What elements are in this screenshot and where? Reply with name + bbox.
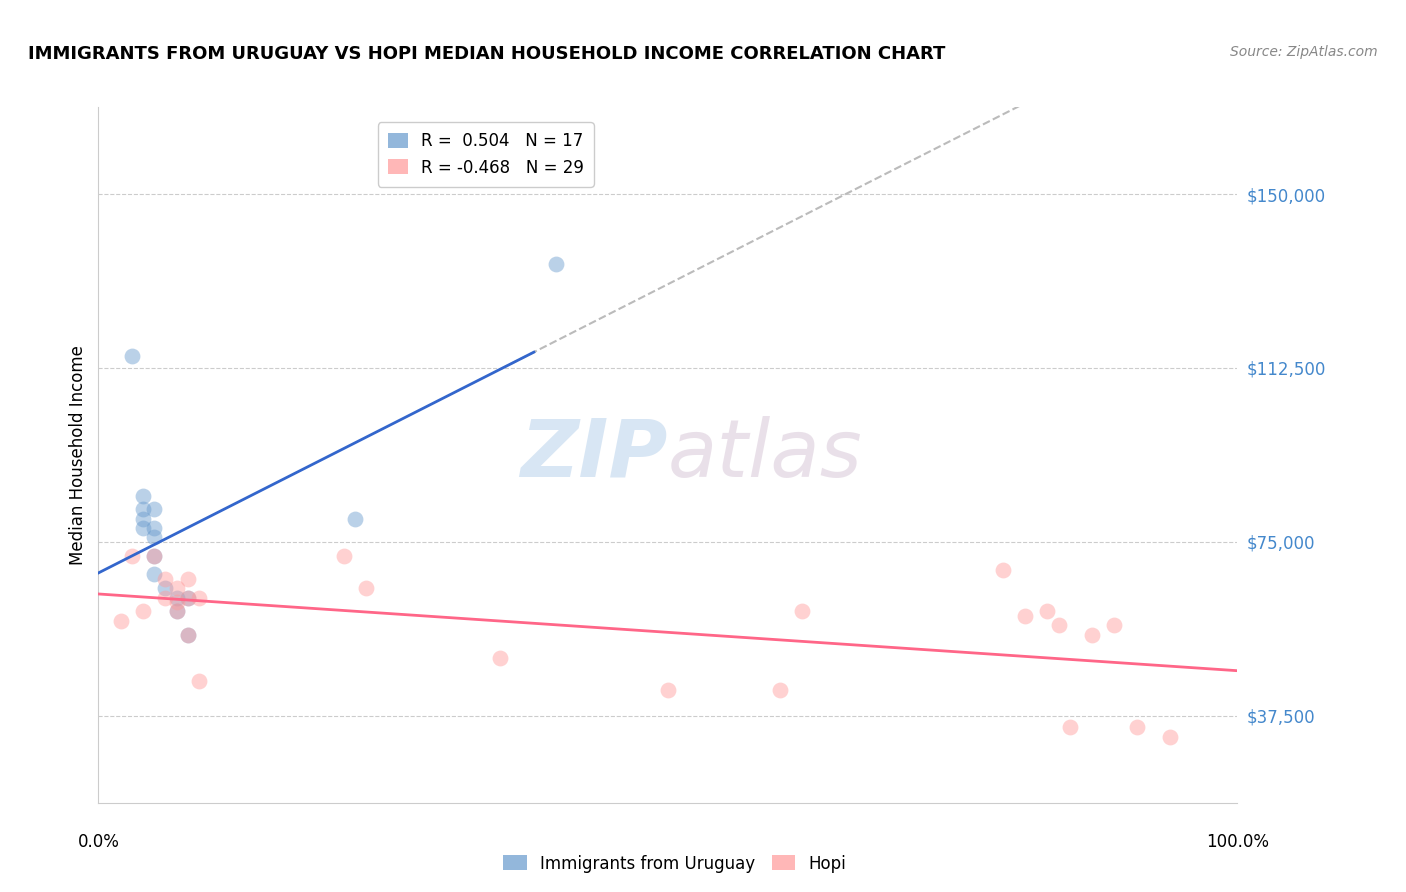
Point [143,502,166,516]
Point [1081,628,1104,642]
Text: 0.0%: 0.0% [77,833,120,851]
Text: IMMIGRANTS FROM URUGUAY VS HOPI MEDIAN HOUSEHOLD INCOME CORRELATION CHART: IMMIGRANTS FROM URUGUAY VS HOPI MEDIAN H… [28,45,945,62]
Point [166,595,188,609]
Point [121,350,143,364]
Point [344,511,367,525]
Point [790,605,813,619]
Point [187,591,209,605]
Point [356,582,378,596]
Point [143,549,166,563]
Point [333,549,356,563]
Point [132,605,155,619]
Point [489,651,512,665]
Text: ZIP: ZIP [520,416,668,494]
Point [768,683,790,698]
Point [1036,605,1059,619]
Text: 100.0%: 100.0% [1206,833,1268,851]
Point [991,563,1014,577]
Point [1159,730,1181,744]
Point [110,614,132,628]
Point [155,572,177,586]
Point [132,521,155,535]
Point [132,502,155,516]
Point [143,549,166,563]
Point [1047,618,1070,632]
Point [1014,609,1036,624]
Text: atlas: atlas [668,416,863,494]
Point [177,591,200,605]
Point [155,591,177,605]
Point [1059,721,1081,735]
Point [143,521,166,535]
Point [177,628,200,642]
Point [546,257,568,271]
Point [177,628,200,642]
Point [143,530,166,544]
Point [657,683,679,698]
Legend: Immigrants from Uruguay, Hopi: Immigrants from Uruguay, Hopi [496,848,853,880]
Text: Source: ZipAtlas.com: Source: ZipAtlas.com [1230,45,1378,59]
Point [132,511,155,525]
Point [166,605,188,619]
Point [1126,721,1149,735]
Point [177,591,200,605]
Point [166,605,188,619]
Point [155,582,177,596]
Point [177,572,200,586]
Point [166,591,188,605]
Point [166,582,188,596]
Legend: R =  0.504   N = 17, R = -0.468   N = 29: R = 0.504 N = 17, R = -0.468 N = 29 [378,122,593,186]
Point [132,489,155,503]
Point [1104,618,1126,632]
Point [121,549,143,563]
Point [143,567,166,582]
Point [187,674,209,689]
Y-axis label: Median Household Income: Median Household Income [69,345,87,565]
